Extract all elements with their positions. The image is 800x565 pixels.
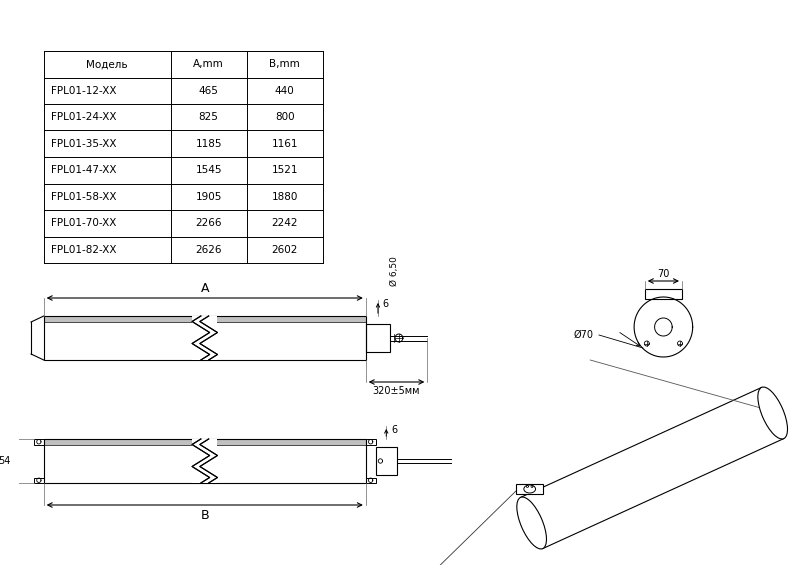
Text: FPL01-12-XX: FPL01-12-XX xyxy=(50,86,116,95)
Text: 1905: 1905 xyxy=(195,192,222,202)
Text: 320±5мм: 320±5мм xyxy=(373,386,420,396)
Ellipse shape xyxy=(758,387,787,439)
Text: A: A xyxy=(201,282,209,295)
Bar xyxy=(366,439,375,445)
Text: Ø70: Ø70 xyxy=(573,330,593,340)
Text: FPL01-70-XX: FPL01-70-XX xyxy=(50,218,116,228)
Bar xyxy=(44,316,366,360)
Bar xyxy=(192,439,218,483)
Bar xyxy=(366,324,390,352)
Text: FPL01-82-XX: FPL01-82-XX xyxy=(50,245,116,255)
Text: B,mm: B,mm xyxy=(270,59,300,69)
Text: 2266: 2266 xyxy=(195,218,222,228)
Text: 1161: 1161 xyxy=(271,139,298,149)
Text: FPL01-24-XX: FPL01-24-XX xyxy=(50,112,116,122)
Text: FPL01-35-XX: FPL01-35-XX xyxy=(50,139,116,149)
Text: 70: 70 xyxy=(657,269,670,279)
Bar xyxy=(375,447,397,475)
Bar xyxy=(44,316,366,321)
Text: 2626: 2626 xyxy=(195,245,222,255)
Text: Ø 6,50: Ø 6,50 xyxy=(390,256,398,286)
Bar xyxy=(44,439,366,483)
Bar xyxy=(34,439,44,445)
Ellipse shape xyxy=(517,497,546,549)
Bar xyxy=(516,484,543,494)
Text: 2602: 2602 xyxy=(271,245,298,255)
Text: B: B xyxy=(201,509,209,522)
Text: Модель: Модель xyxy=(86,59,128,69)
Bar xyxy=(192,316,218,360)
Text: 54: 54 xyxy=(0,456,10,466)
Text: 6: 6 xyxy=(391,425,398,435)
Text: 1880: 1880 xyxy=(271,192,298,202)
Text: 825: 825 xyxy=(198,112,218,122)
Text: FPL01-47-XX: FPL01-47-XX xyxy=(50,165,116,175)
Text: A,mm: A,mm xyxy=(194,59,224,69)
Text: 800: 800 xyxy=(275,112,294,122)
Bar xyxy=(34,477,44,483)
Text: FPL01-58-XX: FPL01-58-XX xyxy=(50,192,116,202)
Ellipse shape xyxy=(524,485,535,493)
Text: 440: 440 xyxy=(275,86,294,95)
Text: 6: 6 xyxy=(383,299,389,309)
Text: 1545: 1545 xyxy=(195,165,222,175)
Bar xyxy=(645,289,682,299)
Text: 1521: 1521 xyxy=(271,165,298,175)
Text: 465: 465 xyxy=(198,86,218,95)
Text: 1185: 1185 xyxy=(195,139,222,149)
Text: 2242: 2242 xyxy=(271,218,298,228)
Bar xyxy=(366,477,375,483)
Bar xyxy=(44,439,366,445)
